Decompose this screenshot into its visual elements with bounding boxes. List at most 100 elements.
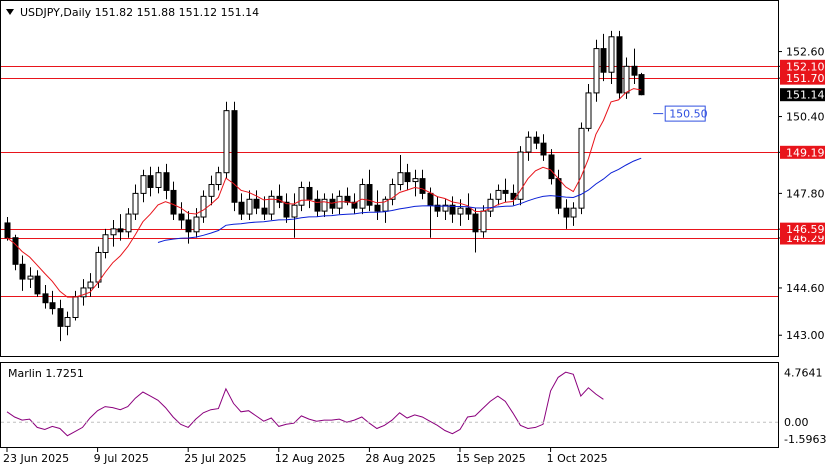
indicator-scale-label: 4.7641 [784,367,823,380]
candle-body [404,172,411,183]
candle-body [525,136,532,153]
indicator-plot-frame [0,362,779,448]
time-tick-label: 12 Aug 2025 [275,452,345,465]
level-price-label: 149.19 [786,146,825,159]
candle-body [155,172,162,188]
current-price-label: 151.14 [786,89,825,102]
candle-body [238,201,245,215]
candle-body [570,207,577,218]
candle-body [215,172,222,186]
candle-body [132,192,139,215]
candle-body [631,65,638,76]
time-tick-label: 28 Aug 2025 [365,452,435,465]
candle-body [502,189,509,194]
candle-body [314,198,321,212]
candle-body [253,198,260,209]
target-box [664,105,706,122]
candle-body [563,207,570,218]
candle-body [442,204,449,212]
level-price-label: 146.59 [786,223,825,236]
candle-body [49,302,56,310]
candle-body [4,222,11,239]
fast-ma-line [6,88,642,298]
price-tick-label: 152.60 [786,46,825,59]
indicator-scale-label: -1.5963 [784,433,826,446]
candle-body [578,127,585,209]
price-tick-label: 150.40 [786,111,825,124]
candle-body [533,136,540,144]
candle-body [434,204,441,212]
candle-body [465,207,472,215]
indicator-scale-label: 0.00 [784,416,809,429]
time-tick-label: 25 Jul 2025 [184,452,246,465]
candle-body [268,195,275,215]
candle-body [117,228,124,233]
candle-body [472,213,479,233]
marlin-indicator: 4.7641 0.00 -1.5963 [1,367,826,446]
candle-body [298,186,305,206]
candle-body [517,151,524,200]
candle-body [64,316,71,327]
candle-body [223,110,230,174]
level-price-box [780,145,825,159]
candle-body [616,36,623,94]
candle-body [495,189,502,200]
candle-body [185,219,192,233]
symbol-info: USDJPY,Daily 151.82 151.88 151.12 151.14 [20,6,259,19]
candle-body [480,210,487,233]
price-axis: 143.00144.60146.29146.59147.80149.19150.… [653,46,825,342]
level-price-label: 151.70 [786,72,825,85]
candle-body [419,178,426,194]
candle-body [638,74,645,96]
candle-body [359,184,366,209]
indicator-label: Marlin 1.7251 [8,367,84,380]
candle-body [291,204,298,218]
candle-body [72,296,79,318]
level-price-box [780,71,825,85]
candle-body [412,178,419,183]
collapse-triangle-icon[interactable] [6,9,14,15]
candle-body [540,142,547,156]
candle-body [208,184,215,197]
candle-body [427,192,434,206]
time-axis: 23 Jun 2025 9 Jul 2025 25 Jul 2025 12 Aug 2… [3,448,608,465]
time-tick-label: 23 Jun 2025 [3,452,69,465]
candle-body [608,36,615,73]
candle-body [600,48,607,73]
price-tick-label: 144.60 [786,282,825,295]
candle-body [351,201,358,209]
candle-body [178,213,185,221]
slow-ma-line [157,157,642,243]
level-price-label: 152.10 [786,60,825,73]
time-tick-label: 9 Jul 2025 [94,452,149,465]
moving-averages [6,88,642,298]
price-tick-label: 143.00 [786,329,825,342]
candle-body [329,198,336,209]
level-price-box [780,59,825,73]
candle-body [57,308,64,327]
candle-body [389,184,396,200]
candle-body [487,198,494,212]
candle-body [42,293,49,304]
candle-body [457,207,464,215]
main-plot-frame [0,0,779,357]
candle-body [548,154,555,180]
candle-body [34,275,41,295]
candle-body [585,92,592,129]
candle-body [102,234,109,253]
candle-body [449,204,456,215]
candle-body [87,281,94,289]
candle-body [374,204,381,212]
candle-body [200,195,207,218]
candle-body [140,175,147,194]
candle-body [27,275,34,280]
candle-body [306,186,313,200]
time-tick-label: 1 Oct 2025 [547,452,608,465]
candle-body [231,110,238,203]
price-tick-label: 147.80 [786,187,825,200]
candle-body [125,213,132,233]
current-price-box [780,88,825,102]
candle-body [170,189,177,215]
